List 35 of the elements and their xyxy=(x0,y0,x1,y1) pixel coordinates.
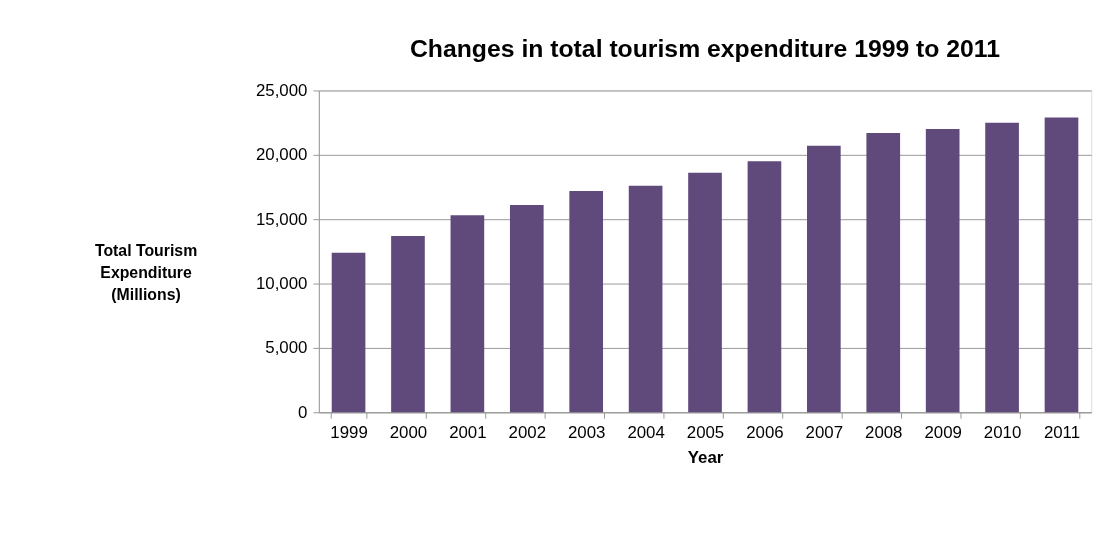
x-tick-label: 2001 xyxy=(449,422,487,442)
bar xyxy=(509,205,544,413)
x-tick-label: 2003 xyxy=(567,422,606,442)
bar xyxy=(866,132,901,413)
bar xyxy=(807,145,841,413)
bar xyxy=(925,129,960,413)
bar xyxy=(628,185,663,413)
x-axis-title: Year xyxy=(687,448,724,468)
bar xyxy=(391,235,425,413)
bar xyxy=(747,161,782,413)
x-tick-label: 2002 xyxy=(508,422,546,442)
y-tick-label: 5,000 xyxy=(265,338,308,358)
bar xyxy=(985,122,1019,413)
x-tick-label: 2005 xyxy=(686,422,725,442)
bar xyxy=(569,190,604,413)
x-tick-label: 2000 xyxy=(389,422,428,442)
y-tick-label: 10,000 xyxy=(255,274,308,293)
x-tick-label: 2004 xyxy=(627,422,665,442)
y-tick-label: 20,000 xyxy=(255,145,308,165)
x-tick-label: 2009 xyxy=(924,422,962,442)
y-axis-title: Total Tourism Expenditure (Millions) xyxy=(94,242,198,303)
y-tick-label: 0 xyxy=(298,402,308,422)
x-tick-label: 2006 xyxy=(746,422,784,442)
x-tick-label: 2008 xyxy=(865,422,903,442)
y-tick-label: 15,000 xyxy=(255,209,308,229)
bar xyxy=(450,215,485,413)
y-tick-label: 25,000 xyxy=(255,80,308,100)
x-tick-label: 1999 xyxy=(330,422,368,442)
bar xyxy=(1044,117,1079,413)
x-tick-label: 2007 xyxy=(805,422,844,442)
x-tick-label: 2010 xyxy=(983,422,1022,442)
bar xyxy=(688,172,722,413)
chart-title: Changes in total tourism expenditure 1999 to 2011 xyxy=(409,34,1001,62)
bar xyxy=(331,252,366,413)
x-tick-label: 2011 xyxy=(1043,422,1081,442)
